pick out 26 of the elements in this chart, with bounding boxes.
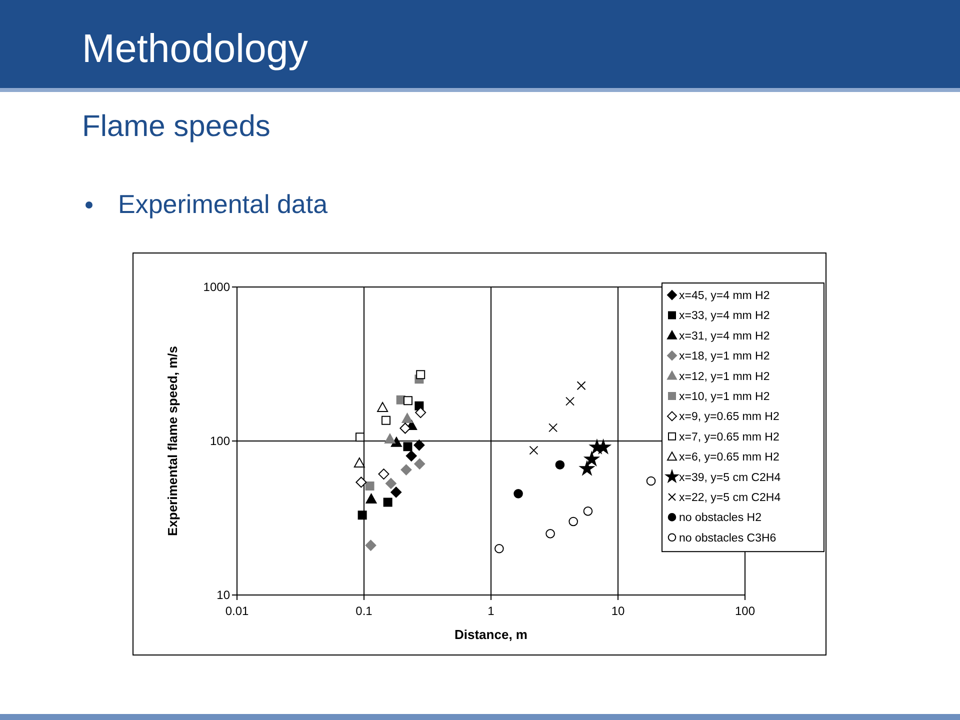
x-tick-label: 0.01	[225, 604, 249, 618]
x-tick-label: 10	[611, 604, 625, 618]
x-tick-label: 100	[734, 604, 756, 618]
legend-label: x=33, y=4 mm H2	[679, 310, 770, 322]
y-tick-label: 10	[216, 588, 230, 602]
legend-label: x=7, y=0.65 mm H2	[679, 431, 780, 444]
x-tick-label: 0.1	[356, 604, 373, 618]
legend-label: x=22, y=5 cm C2H4	[679, 492, 782, 504]
chart-title: Methodology	[82, 27, 312, 71]
legend-label: x=9, y=0.65 mm H2	[679, 411, 780, 424]
legend-label: no obstacles H2	[679, 512, 762, 524]
x-axis-title: Distance, m	[454, 627, 528, 642]
legend-label: x=12, y=1 mm H2	[679, 370, 770, 383]
legend-label: x=6, y=0.65 mm H2	[679, 452, 780, 464]
legend-label: x=18, y=1 mm H2	[679, 350, 770, 363]
text: Experimental data	[118, 189, 328, 219]
legend-label: no obstacles C3H6	[679, 532, 776, 544]
y-tick-label: 1000	[203, 280, 230, 294]
legend-label: x=10, y=1 mm H2	[679, 391, 770, 403]
y-axis-title: Experimental flame speed, m/s	[165, 346, 180, 536]
legend-label: x=39, y=5 cm C2H4	[679, 472, 782, 484]
x-tick-label: 1	[488, 604, 495, 618]
legend-label: x=31, y=4 mm H2	[679, 330, 770, 342]
y-tick-label: 100	[210, 434, 230, 448]
legend-label: x=45, y=4 mm H2	[679, 290, 770, 302]
chart-subtitle: Flame speeds	[82, 110, 270, 143]
